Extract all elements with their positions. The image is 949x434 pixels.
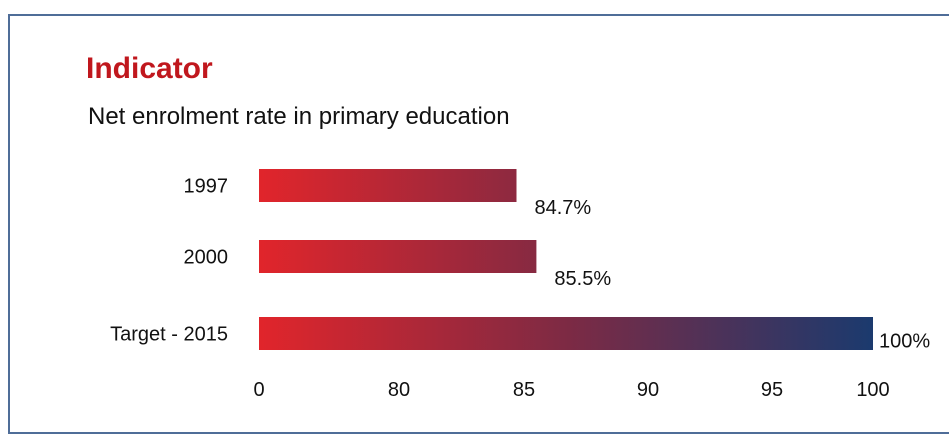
x-tick-label-3: 90 <box>637 379 659 401</box>
category-label-1: 2000 <box>184 247 229 269</box>
x-tick-label-4: 95 <box>761 379 783 401</box>
x-tick-label-2: 85 <box>513 379 535 401</box>
bar-2 <box>259 317 873 350</box>
value-label-2: 100% <box>879 331 930 353</box>
x-tick-label-5: 100 <box>856 379 889 401</box>
x-tick-label-1: 80 <box>388 379 410 401</box>
enrolment-bar-chart: 1997 2000 Target - 2015 84.7% 85.5% 100% 0 80… <box>110 169 930 401</box>
value-label-1: 85.5% <box>554 268 611 290</box>
x-tick-label-0: 0 <box>253 379 264 401</box>
indicator-heading: Indicator <box>86 52 213 85</box>
bar-0 <box>259 169 517 202</box>
chart-frame <box>8 14 949 434</box>
indicator-subtitle: Net enrolment rate in primary education <box>88 103 510 130</box>
bar-1 <box>259 240 537 273</box>
category-label-2: Target - 2015 <box>110 324 228 346</box>
category-label-0: 1997 <box>184 176 229 198</box>
value-label-0: 84.7% <box>535 197 592 219</box>
